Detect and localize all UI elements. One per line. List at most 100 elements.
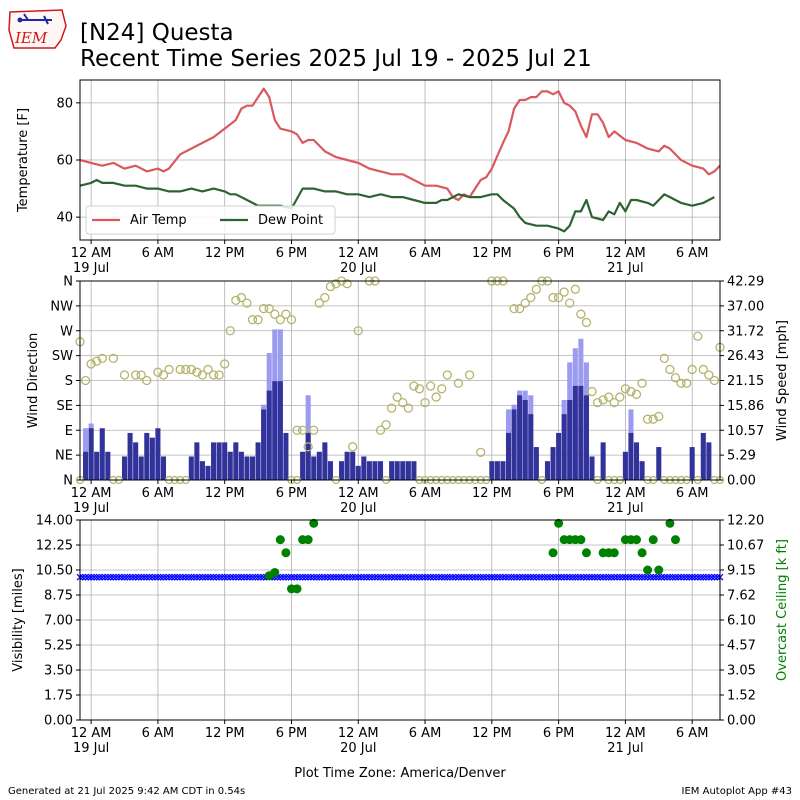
visibility-marker xyxy=(546,573,554,581)
wind-direction-point xyxy=(654,411,664,422)
wind-speed-bar xyxy=(277,381,283,480)
x-tick-label: 6 AM xyxy=(676,486,709,501)
visibility-marker xyxy=(427,573,435,581)
visibility-marker xyxy=(374,573,382,581)
x-tick-label: 6 AM xyxy=(142,486,175,501)
wind-speed-bar xyxy=(261,409,267,480)
wind-direction-point xyxy=(253,315,263,325)
visibility-marker xyxy=(713,573,721,581)
wind-direction-tick-label: SW xyxy=(52,349,73,364)
wind-direction-point xyxy=(553,292,564,303)
visibility-marker xyxy=(658,573,665,581)
wind-direction-tick-label: NE xyxy=(55,449,73,464)
visibility-marker xyxy=(516,573,524,581)
visibility-marker xyxy=(683,573,691,581)
wind-direction-point xyxy=(175,364,185,375)
x-tick-label: 6 AM xyxy=(676,726,709,741)
visibility-tick-label: 7.00 xyxy=(44,614,73,629)
visibility-marker xyxy=(160,573,167,581)
wind-speed-bar xyxy=(511,409,517,480)
visibility-marker xyxy=(121,573,128,581)
wind-speed-bar xyxy=(339,461,345,480)
wind-direction-tick-label: W xyxy=(60,324,73,339)
wind-direction-point xyxy=(131,370,141,380)
wind-direction-point xyxy=(142,375,152,386)
visibility-marker xyxy=(135,573,142,581)
chart-title-station: [N24] Questa xyxy=(80,20,234,46)
visibility-marker xyxy=(288,573,295,581)
wind-speed-tick-label: 21.15 xyxy=(727,374,764,389)
visibility-marker xyxy=(101,573,109,581)
plot-frame xyxy=(79,519,721,721)
wind-speed-bar xyxy=(233,442,239,480)
wind-direction-point xyxy=(609,397,619,408)
visibility-marker xyxy=(591,573,599,581)
visibility-marker xyxy=(296,573,304,581)
wind-direction-point xyxy=(186,364,196,375)
visibility-marker xyxy=(338,573,345,581)
visibility-marker xyxy=(168,573,176,581)
wind-speed-bar xyxy=(149,437,155,480)
wind-speed-bar xyxy=(222,442,228,480)
visibility-marker xyxy=(605,573,613,581)
wind-direction-point xyxy=(464,370,475,380)
visibility-marker xyxy=(416,573,423,581)
wind-direction-point xyxy=(681,378,692,388)
x-tick-label: 12 PM xyxy=(205,486,245,501)
wind-direction-point xyxy=(236,292,247,303)
wind-speed-bar xyxy=(355,465,361,480)
wind-speed-bar xyxy=(105,451,111,480)
wind-direction-point xyxy=(331,279,341,289)
wind-direction-point xyxy=(164,364,174,375)
wind-direction-axis-label: Wind Direction xyxy=(26,333,41,429)
wind-speed-bar xyxy=(255,442,261,480)
x-tick-label: 12 AM xyxy=(605,486,646,501)
visibility-marker xyxy=(507,573,515,581)
x-tick-date-label: 19 Jul xyxy=(73,261,109,276)
visibility-marker xyxy=(332,573,340,581)
wind-direction-point xyxy=(414,384,425,394)
wind-speed-tick-label: 15.86 xyxy=(727,399,764,414)
visibility-marker xyxy=(705,573,713,581)
wind-speed-bar xyxy=(572,385,578,480)
visibility-marker xyxy=(583,573,590,581)
visibility-marker xyxy=(204,573,212,581)
visibility-marker xyxy=(438,573,446,581)
visibility-marker xyxy=(630,573,638,581)
visibility-marker xyxy=(413,573,421,581)
wind-speed-bar xyxy=(199,461,205,480)
wind-direction-point xyxy=(526,292,536,303)
visibility-marker xyxy=(365,573,373,581)
wind-direction-tick-label: N xyxy=(63,275,73,290)
visibility-marker xyxy=(157,573,165,581)
visibility-marker xyxy=(688,573,696,581)
wind-direction-point xyxy=(325,281,336,292)
visibility-marker xyxy=(290,573,298,581)
wind-direction-point xyxy=(119,370,130,380)
wind-direction-point xyxy=(242,298,252,308)
wind-speed-tick-label: 10.57 xyxy=(727,424,764,439)
x-tick-label: 6 PM xyxy=(276,246,307,261)
visibility-marker xyxy=(674,573,682,581)
ceiling-point xyxy=(548,548,558,558)
visibility-marker xyxy=(541,573,549,581)
wind-direction-point xyxy=(270,309,280,319)
wind-direction-point xyxy=(292,425,302,435)
wind-direction-point xyxy=(620,384,631,394)
visibility-marker xyxy=(468,573,476,581)
wind-speed-bar xyxy=(656,447,662,480)
visibility-marker xyxy=(115,573,123,581)
visibility-marker xyxy=(107,573,115,581)
wind-direction-point xyxy=(637,378,647,388)
visibility-marker xyxy=(299,573,307,581)
visibility-marker xyxy=(343,573,351,581)
wind-speed-bar xyxy=(639,461,645,480)
ceiling-point xyxy=(654,565,664,575)
visibility-marker xyxy=(502,573,510,581)
wind-direction-point xyxy=(314,298,324,308)
visibility-tick-label: 0.00 xyxy=(44,714,73,729)
wind-speed-bar xyxy=(283,432,289,480)
wind-speed-bar xyxy=(589,456,595,480)
visibility-marker xyxy=(455,573,462,581)
visibility-marker xyxy=(235,573,243,581)
